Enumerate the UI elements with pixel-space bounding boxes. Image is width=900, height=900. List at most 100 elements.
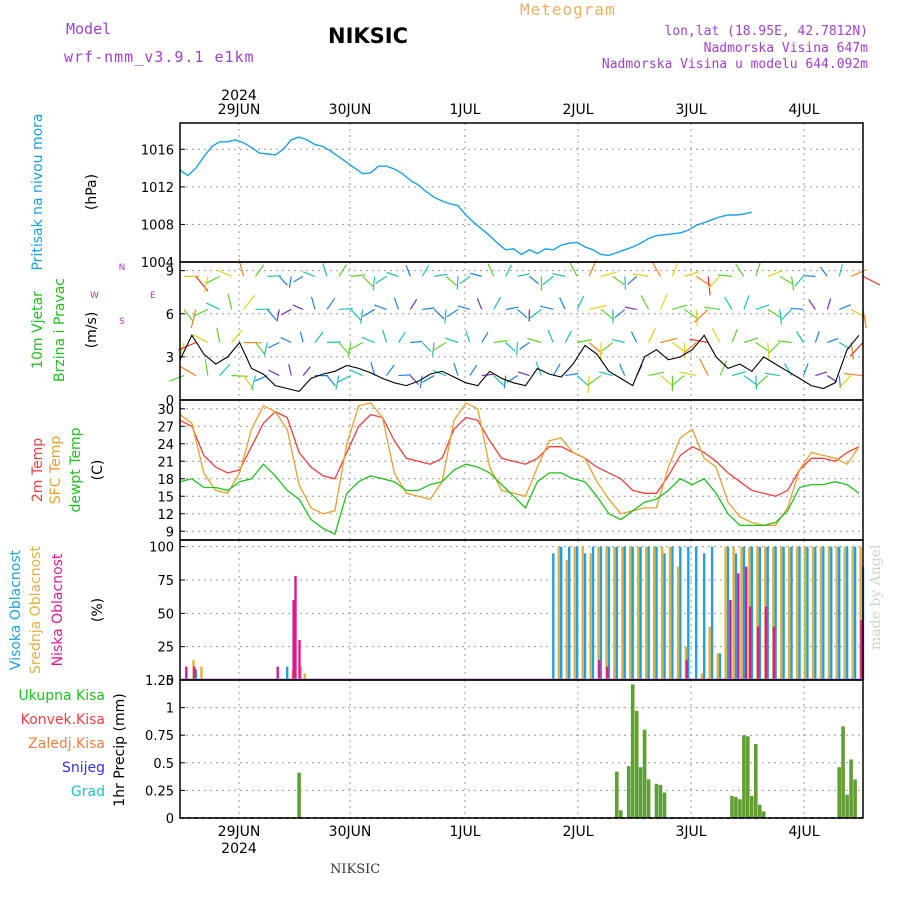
wind-arrow: [398, 374, 411, 377]
model-altitude: Nadmorska Visina u modelu 644.092m: [601, 57, 868, 72]
wind-arrow: [827, 337, 839, 344]
precip-bar: [849, 759, 853, 818]
precip-bar: [853, 779, 857, 818]
high-cloud-bar: [710, 546, 714, 680]
high-cloud-bar: [750, 546, 753, 680]
wind-arrow: [227, 293, 233, 310]
meteogram-title: Meteogram: [520, 0, 616, 19]
wind-arrow: [838, 264, 843, 277]
wind-arrow: [350, 274, 366, 277]
wind-arrow: [421, 265, 430, 277]
wind-arrow: [469, 364, 478, 376]
wind-arrow: [711, 328, 721, 343]
precip-bar: [761, 811, 766, 818]
low-cloud-bar: [737, 573, 740, 680]
precip-bar: [654, 783, 659, 818]
wind-arrow: [419, 375, 423, 389]
wind-arrow: [672, 342, 686, 353]
y-tick-label: 0: [166, 394, 174, 409]
temp-dewpt-label: dewpt Temp: [68, 427, 84, 512]
wind-arrow: [790, 307, 804, 311]
wind-arrow: [577, 339, 592, 344]
wind-arrow: [254, 264, 265, 277]
high-cloud-bar: [853, 546, 857, 680]
high-cloud-bar: [718, 653, 722, 680]
low-cloud-bar: [860, 620, 863, 680]
wind-arrow: [195, 275, 209, 292]
wind-arrow: [465, 330, 471, 343]
high-cloud-bar: [703, 553, 706, 680]
precip-bar: [845, 794, 849, 818]
wind-arrow: [517, 308, 528, 319]
high-cloud-bar: [695, 546, 698, 680]
mid-cloud-bar: [565, 560, 568, 680]
wind-arrow: [481, 331, 489, 343]
high-cloud-bar: [623, 546, 626, 680]
wind-arrow: [612, 275, 625, 286]
wind-arrow: [630, 331, 638, 343]
mid-cloud-bar: [668, 546, 672, 680]
precip-bar: [646, 779, 651, 818]
wind-arrow: [386, 271, 399, 277]
wind-arrow: [302, 366, 311, 376]
precip-bar: [754, 744, 758, 818]
wind-arrow: [219, 363, 231, 376]
mid-cloud-bar: [756, 546, 759, 680]
high-cloud-bar: [671, 546, 674, 680]
precip-bar: [662, 792, 667, 818]
bottom-axis-date: 4JUL: [788, 824, 819, 840]
wind-arrow: [337, 375, 352, 383]
wind-arrow: [814, 331, 820, 343]
wind-arrow: [660, 375, 675, 387]
wind-arrow: [803, 275, 816, 277]
wind-arrow: [374, 304, 387, 311]
wind-arrow: [779, 309, 783, 325]
wind-arrow: [503, 375, 507, 389]
wind-arrow: [576, 375, 589, 387]
high-cloud-bar: [798, 546, 801, 680]
high-cloud-bar: [734, 553, 738, 680]
panel-frame: [179, 261, 864, 401]
wind-arrow: [293, 275, 304, 283]
mid-cloud-bar: [589, 553, 592, 680]
high-cloud-bar: [655, 546, 658, 680]
y-tick-label: 24: [157, 438, 174, 453]
wind-arrow: [302, 271, 316, 277]
panel-frame: [179, 679, 864, 819]
wind-arrow: [600, 308, 615, 320]
low-cloud-bar: [606, 666, 609, 680]
city-title: NIKSIC: [328, 24, 409, 48]
high-cloud-bar: [647, 546, 650, 680]
wind-arrow: [516, 342, 519, 355]
low-cloud-bar: [772, 626, 776, 680]
wind-arrow: [600, 271, 617, 277]
y-tick-label: 0.25: [145, 784, 174, 799]
wind-arrow: [382, 329, 388, 343]
wind-arrow: [288, 276, 292, 288]
wind-arrow: [310, 296, 316, 310]
wind-arrow: [370, 362, 376, 376]
bottom-axis-year: 2024: [221, 841, 257, 857]
wind-arrow: [288, 364, 292, 376]
wind-arrow: [505, 264, 513, 277]
wind-axis-label-2: Brzina i Pravac: [52, 278, 68, 382]
temp-unit-label: (C): [90, 460, 106, 481]
wind-arrow: [204, 359, 209, 376]
low-cloud-bar: [598, 660, 601, 680]
wind-arrow: [683, 308, 698, 320]
y-tick-label: 1.25: [145, 674, 174, 689]
precip-bar: [626, 766, 631, 818]
high-cloud-bar: [583, 553, 587, 680]
y-tick-label: 1008: [141, 218, 174, 233]
wind-arrow: [372, 276, 376, 291]
high-cloud-bar: [766, 546, 769, 680]
high-cloud-bar: [552, 553, 555, 680]
wind-arrow: [422, 307, 435, 311]
wind-arrow: [326, 297, 336, 310]
wind-arrow: [683, 342, 697, 355]
wind-arrow: [611, 339, 625, 344]
wind-arrow: [409, 375, 419, 385]
credit-text: made by Angel: [868, 544, 884, 651]
y-tick-label: 6: [166, 308, 174, 323]
wind-arrow: [433, 341, 447, 351]
